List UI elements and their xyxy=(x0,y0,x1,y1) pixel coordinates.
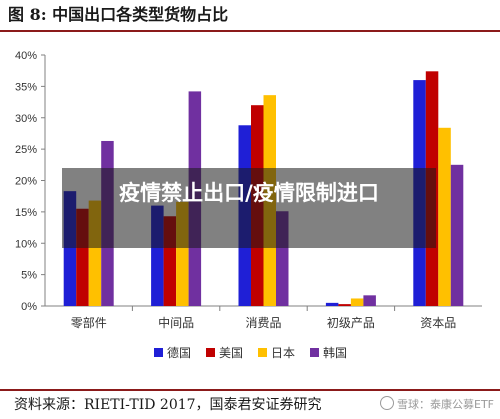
snowball-icon xyxy=(380,396,394,410)
axes: 0% 5% 10% 15% 20% 25% 30% 35% 40% 零部件 中间品 消费品 初级产品 资本… xyxy=(15,50,482,330)
legend-label: 美国 xyxy=(219,346,243,360)
legend-swatch xyxy=(258,348,267,357)
legend-label: 韩国 xyxy=(323,345,347,360)
x-category-label: 消费品 xyxy=(245,316,281,330)
bar xyxy=(438,127,451,306)
y-tick-label: 25% xyxy=(15,144,37,156)
legend-label: 日本 xyxy=(271,346,295,360)
x-category-label: 零部件 xyxy=(71,315,107,330)
legend: 德国 美国 日本 韩国 xyxy=(154,345,347,360)
y-tick-label: 10% xyxy=(15,238,37,250)
bar xyxy=(450,164,464,306)
y-tick-label: 15% xyxy=(15,207,37,219)
x-category-label: 初级产品 xyxy=(327,316,375,330)
y-tick-label: 35% xyxy=(15,81,37,93)
y-tick-label: 30% xyxy=(15,113,37,125)
legend-swatch xyxy=(310,348,319,357)
overlay-banner: 疫情禁止出口/疫情限制进口 xyxy=(62,168,436,248)
source-note: 资料来源：RIETI-TID 2017，国泰君安证券研究 xyxy=(14,397,322,413)
bar xyxy=(338,304,351,306)
y-tick-label: 40% xyxy=(15,50,37,62)
watermark-text: 雪球：泰康公募ETF xyxy=(397,398,494,411)
legend-swatch xyxy=(154,348,163,357)
source-rule xyxy=(0,389,500,391)
x-category-label: 资本品 xyxy=(420,316,456,330)
bar xyxy=(363,295,376,306)
legend-swatch xyxy=(206,348,215,357)
bar xyxy=(325,302,339,306)
watermark: 雪球：泰康公募ETF xyxy=(380,396,494,414)
y-tick-label: 5% xyxy=(21,270,37,282)
bar xyxy=(350,298,364,306)
figure-title: 图 8: 中国出口各类型货物占比 xyxy=(8,5,229,24)
legend-label: 德国 xyxy=(167,345,191,360)
x-category-label: 中间品 xyxy=(158,315,194,330)
y-tick-label: 20% xyxy=(15,176,37,188)
y-tick-label: 0% xyxy=(21,301,37,313)
title-rule xyxy=(0,30,500,32)
